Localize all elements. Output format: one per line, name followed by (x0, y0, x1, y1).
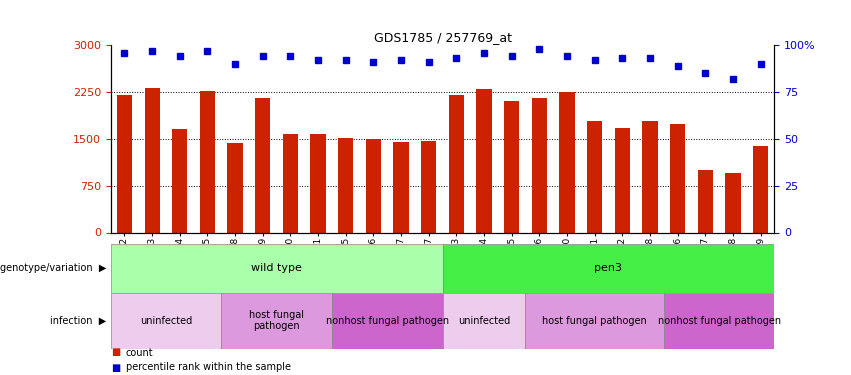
Bar (643, 121, 658, 232)
Bar (664, 292, 774, 349)
Bar (366, 139, 381, 232)
Bar (338, 138, 353, 232)
Bar (311, 134, 326, 232)
Bar (283, 134, 298, 232)
Bar (111, 244, 443, 292)
Bar (725, 172, 740, 232)
Text: ■: ■ (111, 363, 120, 372)
Text: host fungal pathogen: host fungal pathogen (542, 316, 647, 326)
Bar (221, 292, 332, 349)
Bar (532, 98, 547, 232)
Text: genotype/variation  ▶: genotype/variation ▶ (0, 263, 106, 273)
Text: infection  ▶: infection ▶ (50, 316, 106, 326)
Text: nonhost fungal pathogen: nonhost fungal pathogen (326, 316, 448, 326)
Text: uninfected: uninfected (458, 316, 510, 326)
Bar (670, 124, 685, 232)
Text: count: count (126, 348, 153, 357)
Bar (332, 292, 443, 349)
Bar (559, 92, 574, 232)
Bar (393, 142, 408, 232)
Text: uninfected: uninfected (140, 316, 192, 326)
Bar (145, 88, 160, 232)
Bar (587, 121, 603, 232)
Bar (227, 143, 243, 232)
Bar (200, 91, 215, 232)
Title: GDS1785 / 257769_at: GDS1785 / 257769_at (374, 31, 511, 44)
Bar (448, 95, 464, 232)
Text: wild type: wild type (251, 263, 302, 273)
Bar (111, 292, 221, 349)
Bar (255, 98, 271, 232)
Bar (504, 101, 519, 232)
Bar (443, 292, 526, 349)
Text: percentile rank within the sample: percentile rank within the sample (126, 363, 291, 372)
Text: ■: ■ (111, 348, 120, 357)
Bar (117, 95, 132, 232)
Text: host fungal
pathogen: host fungal pathogen (249, 310, 304, 332)
Bar (443, 244, 774, 292)
Bar (477, 89, 492, 232)
Bar (698, 170, 713, 232)
Text: pen3: pen3 (595, 263, 622, 273)
Bar (753, 146, 768, 232)
Bar (421, 141, 437, 232)
Bar (614, 128, 630, 232)
Text: nonhost fungal pathogen: nonhost fungal pathogen (658, 316, 780, 326)
Bar (526, 292, 664, 349)
Bar (172, 129, 187, 232)
